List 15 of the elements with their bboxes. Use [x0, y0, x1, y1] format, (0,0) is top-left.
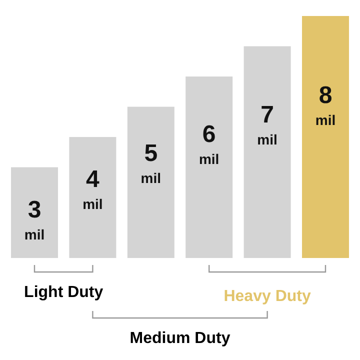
- data-label: 3 mil: [24, 196, 45, 242]
- data-label: 6 mil: [198, 120, 220, 167]
- data-label: 7 mil: [257, 101, 278, 148]
- text: Light Duty: [24, 284, 104, 301]
- bar: [69, 137, 116, 258]
- data-label: 5 mil: [140, 140, 162, 186]
- data-label: 4 mil: [82, 166, 103, 212]
- bar: [127, 106, 174, 258]
- bar: [302, 16, 349, 258]
- bar: [186, 76, 233, 258]
- text: Heavy Duty: [224, 288, 311, 305]
- text: Medium Duty: [130, 330, 230, 347]
- bar: [11, 167, 58, 258]
- bar: [244, 46, 291, 258]
- data-label: 8 mil: [315, 82, 336, 128]
